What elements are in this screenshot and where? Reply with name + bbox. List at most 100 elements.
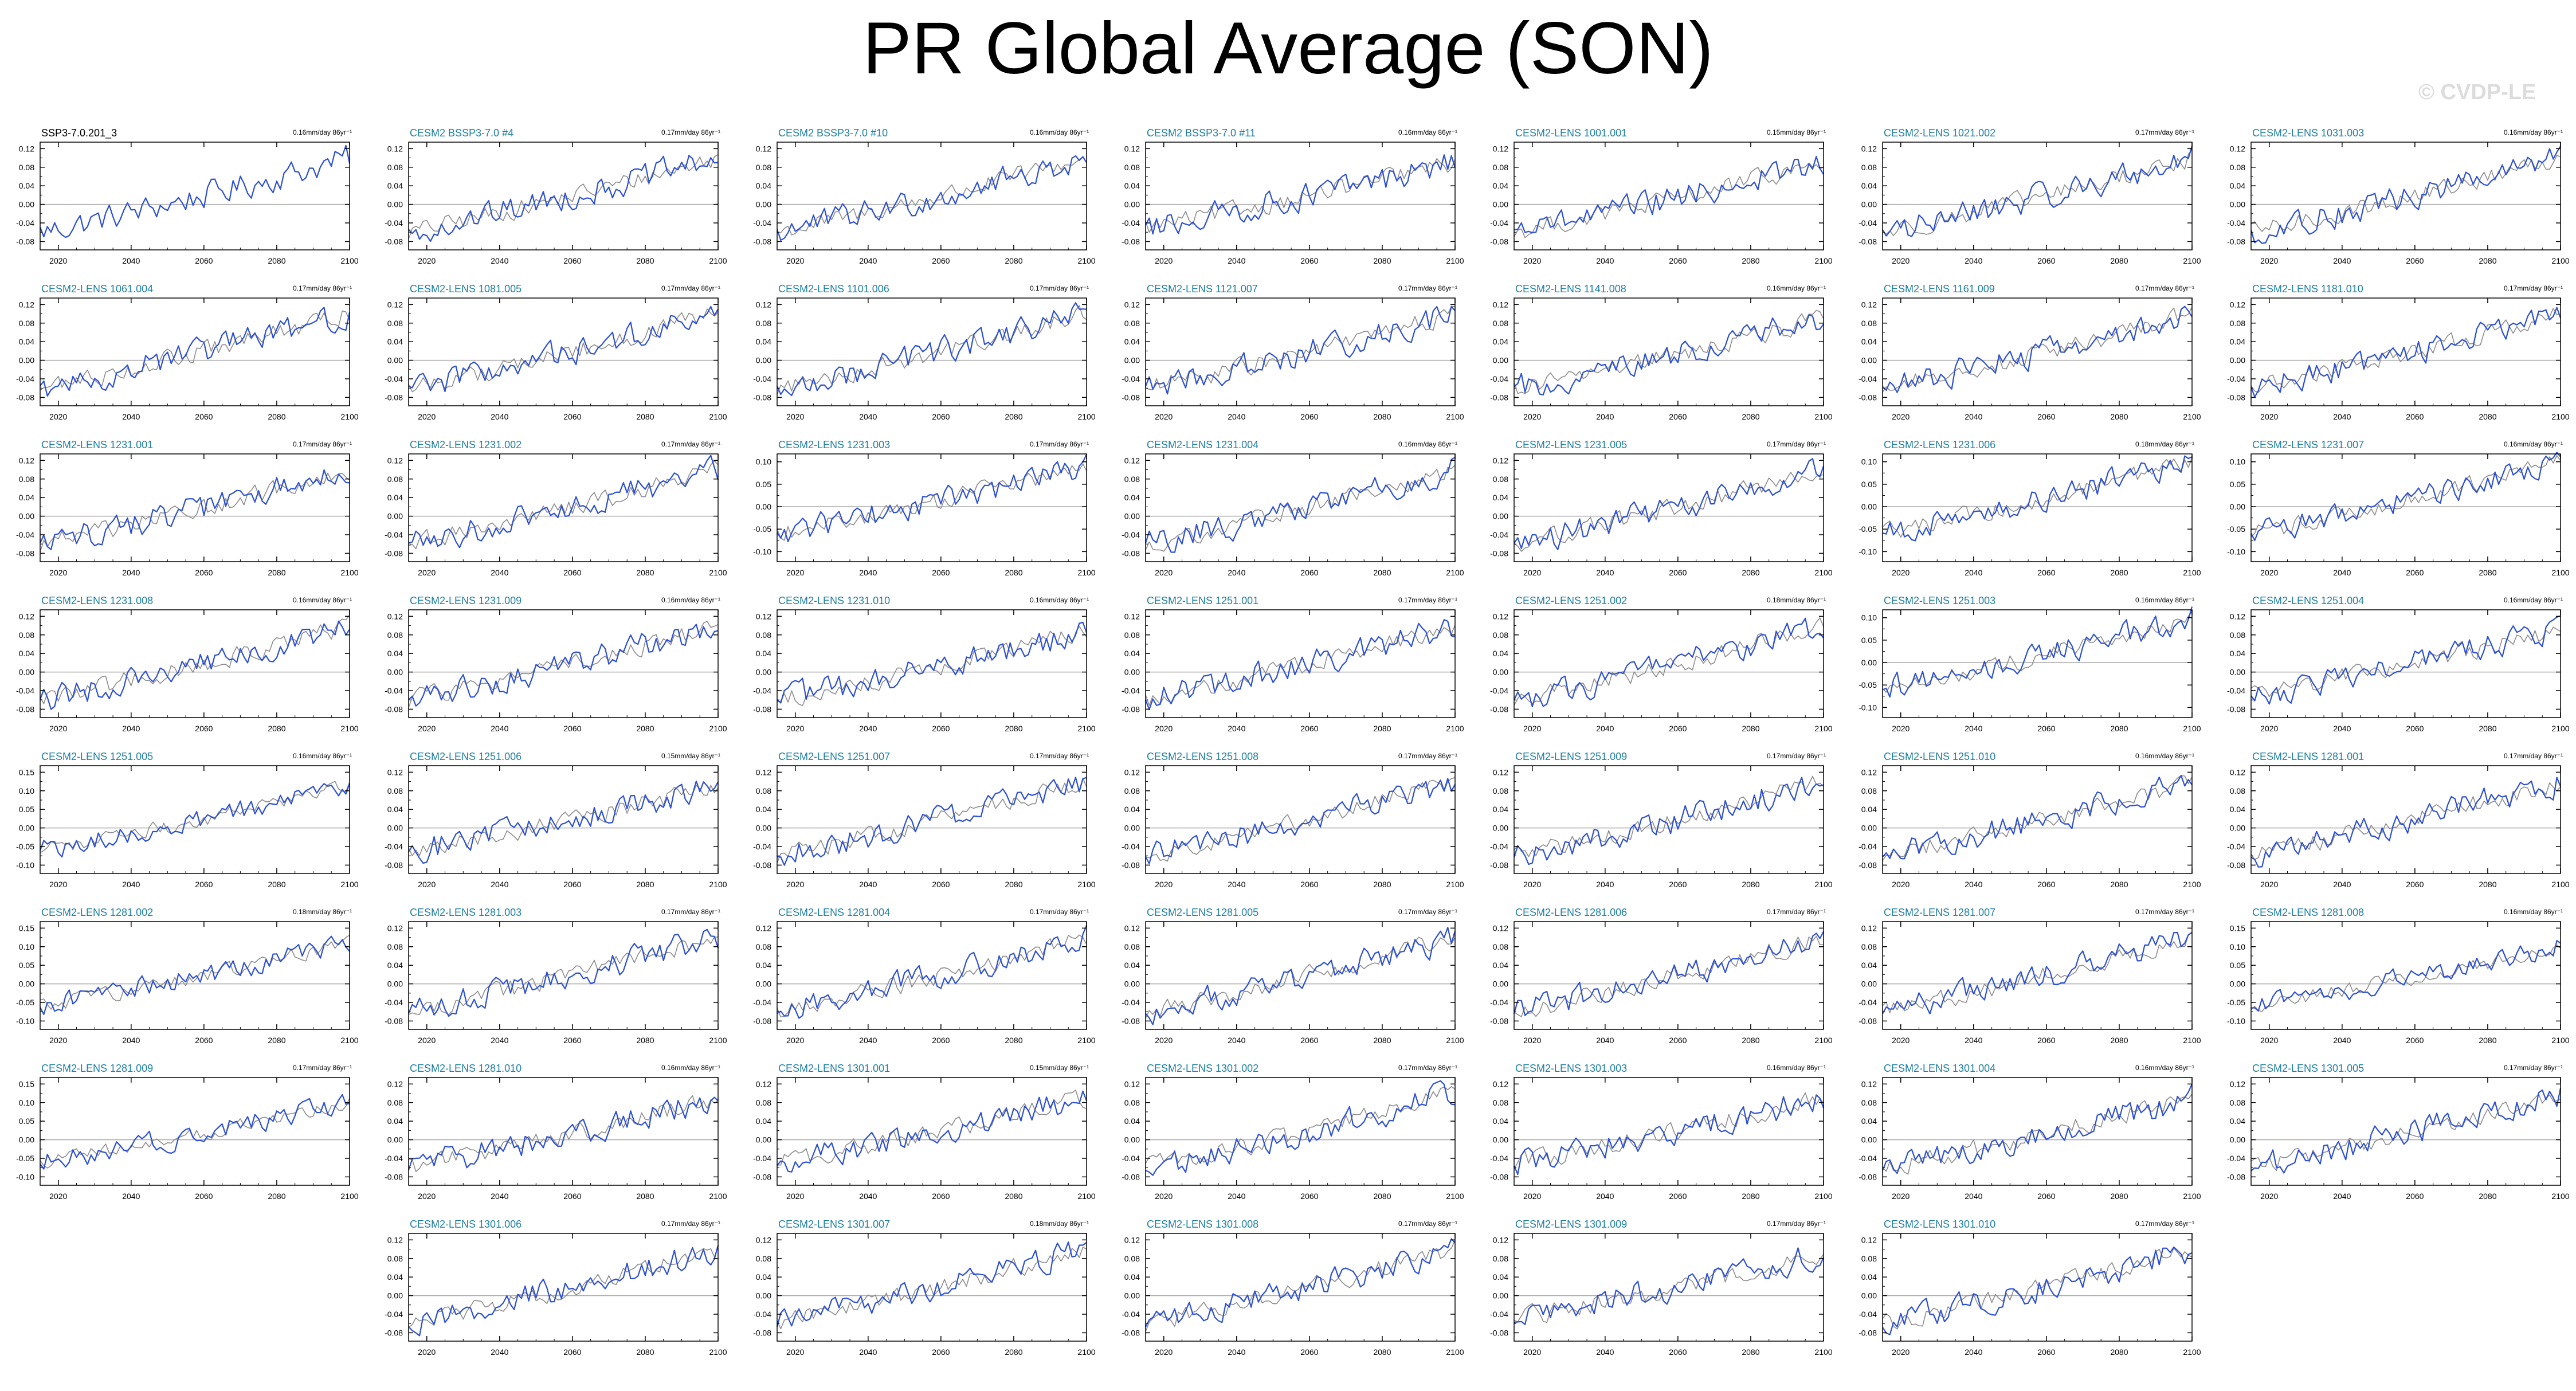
- y-tick-label: 0.08: [19, 475, 34, 484]
- y-tick-label: 0.08: [1493, 630, 1508, 640]
- x-tick-label: 2060: [1300, 1036, 1318, 1045]
- y-tick-label: 0.12: [1861, 767, 1877, 777]
- x-tick-label: 2080: [1742, 412, 1759, 421]
- x-tick-label: 2040: [859, 1347, 877, 1357]
- panel-trend-label: 0.17mm/day 86yr⁻¹: [292, 440, 352, 448]
- y-tick-label: 0.04: [756, 961, 771, 970]
- y-tick-label: -0.04: [1859, 842, 1877, 851]
- y-tick-label: -0.04: [1122, 530, 1140, 539]
- x-tick-label: 2060: [195, 1036, 213, 1045]
- x-tick-label: 2080: [268, 724, 285, 733]
- y-tick-label: 0.04: [387, 181, 403, 190]
- y-tick-label: -0.08: [1122, 860, 1140, 869]
- panel-plot: 0.12 0.08 0.04 0.00 -0.04 -0.08 2020 2040 2060 20…: [16, 453, 359, 577]
- x-tick-label: 2080: [268, 568, 285, 577]
- plot-frame: [1882, 765, 2193, 874]
- panel-trend-label: 0.18mm/day 86yr⁻¹: [2135, 440, 2194, 448]
- series-line-obs: [40, 472, 350, 553]
- y-tick-label: -0.04: [753, 1154, 771, 1163]
- y-tick-label: 0.08: [1124, 319, 1140, 328]
- x-tick-label: 2040: [1596, 1036, 1614, 1045]
- chart-panel: 0.12 0.08 0.04 0.00 -0.04 -0.08 2020 2040 2060 20…: [370, 900, 736, 1056]
- series-line-model: [1882, 146, 2193, 237]
- x-tick-label: 2080: [268, 1192, 285, 1201]
- panel-title: CESM2-LENS 1301.001: [778, 1063, 891, 1074]
- panel-plot: 0.12 0.08 0.04 0.00 -0.04 -0.08 2020 2040 2060 20…: [1490, 453, 1833, 577]
- y-tick-label: 0.04: [756, 1116, 771, 1126]
- panel-trend-label: 0.17mm/day 86yr⁻¹: [1398, 596, 1457, 604]
- panel-plot: 0.12 0.08 0.04 0.00 -0.04 -0.08 2020 2040 2060 20…: [1859, 297, 2201, 421]
- x-tick-label: 2020: [1523, 1347, 1541, 1357]
- panel-plot: 0.12 0.08 0.04 0.00 -0.04 -0.08 2020 2040 2060 20…: [1490, 297, 1833, 421]
- x-tick-label: 2100: [1077, 880, 1095, 889]
- x-tick-label: 2040: [1965, 568, 1982, 577]
- y-tick-label: 0.00: [19, 512, 34, 521]
- y-tick-label: 0.12: [1124, 612, 1140, 621]
- y-tick-label: 0.10: [2230, 942, 2245, 951]
- x-tick-label: 2100: [1077, 1036, 1095, 1045]
- series-line-model: [776, 155, 1087, 241]
- y-tick-label: 0.12: [387, 767, 403, 777]
- page-title: PR Global Average (SON): [862, 7, 1714, 89]
- y-tick-label: -0.04: [385, 530, 403, 539]
- x-tick-label: 2080: [2479, 412, 2496, 421]
- y-tick-label: 0.00: [1493, 200, 1508, 209]
- x-tick-label: 2040: [491, 412, 508, 421]
- series-line-model: [39, 144, 351, 238]
- x-tick-label: 2100: [709, 724, 727, 733]
- chart-panel: 0.12 0.08 0.04 0.00 -0.04 -0.08 2020 2040 2060 20…: [1475, 1212, 1842, 1368]
- series-line-model: [2250, 307, 2562, 398]
- y-tick-label: 0.12: [1124, 1235, 1140, 1244]
- y-tick-label: -0.04: [385, 842, 403, 851]
- x-tick-label: 2100: [340, 724, 358, 733]
- y-tick-label: 0.04: [19, 493, 34, 502]
- x-tick-label: 2100: [2551, 1036, 2569, 1045]
- panel-trend-label: 0.17mm/day 86yr⁻¹: [1029, 440, 1089, 448]
- series-line-model: [2250, 777, 2562, 868]
- panel-title: CESM2-LENS 1141.008: [1515, 283, 1626, 295]
- y-tick-label: 0.00: [387, 824, 403, 833]
- y-tick-label: 0.00: [19, 824, 34, 833]
- y-tick-label: 0.04: [756, 649, 771, 658]
- y-tick-label: 0.08: [387, 1098, 403, 1107]
- panel-trend-label: 0.16mm/day 86yr⁻¹: [2503, 128, 2563, 136]
- chart-panel: 0.12 0.08 0.04 0.00 -0.04 -0.08 2020 2040 2060 20…: [1475, 900, 1842, 1056]
- panel-trend-label: 0.17mm/day 86yr⁻¹: [661, 908, 720, 916]
- plot-frame: [408, 1077, 719, 1186]
- chart-panel: 0.12 0.08 0.04 0.00 -0.04 -0.08 2020 2040 2060 20…: [1475, 588, 1842, 744]
- y-tick-label: 0.08: [387, 475, 403, 484]
- x-tick-label: 2080: [1005, 256, 1022, 265]
- x-tick-label: 2020: [49, 568, 67, 577]
- series-line-obs: [1882, 307, 2193, 393]
- x-tick-label: 2060: [2037, 724, 2055, 733]
- y-tick-label: 0.10: [756, 457, 771, 467]
- series-line-obs: [1882, 611, 2193, 693]
- x-tick-label: 2020: [786, 880, 804, 889]
- series-line-obs: [408, 1245, 719, 1328]
- y-tick-label: -0.08: [1859, 1172, 1877, 1181]
- x-tick-label: 2060: [1669, 1036, 1687, 1045]
- y-tick-label: 0.08: [756, 319, 771, 328]
- panel-trend-label: 0.17mm/day 86yr⁻¹: [1398, 908, 1457, 916]
- y-tick-label: 0.00: [2230, 1135, 2245, 1145]
- x-tick-label: 2020: [418, 880, 436, 889]
- y-tick-label: 0.12: [1493, 767, 1508, 777]
- panel-trend-label: 0.18mm/day 86yr⁻¹: [1029, 1220, 1089, 1228]
- y-tick-label: 0.00: [19, 1135, 34, 1145]
- y-tick-label: 0.00: [1493, 1291, 1508, 1300]
- panel-plot: 0.12 0.08 0.04 0.00 -0.04 -0.08 2020 2040 2060 20…: [753, 765, 1096, 889]
- chart-panel: 0.12 0.08 0.04 0.00 -0.04 -0.08 2020 2040 2060 20…: [738, 900, 1105, 1056]
- y-tick-label: -0.08: [1859, 393, 1877, 402]
- x-tick-label: 2020: [418, 412, 436, 421]
- x-tick-label: 2060: [1300, 568, 1318, 577]
- x-tick-label: 2020: [1523, 412, 1541, 421]
- y-tick-label: -0.04: [385, 1154, 403, 1163]
- x-tick-label: 2100: [340, 568, 358, 577]
- y-tick-label: 0.04: [1861, 337, 1877, 346]
- x-tick-label: 2100: [2183, 724, 2201, 733]
- x-tick-label: 2100: [709, 1347, 727, 1357]
- x-tick-label: 2100: [2183, 412, 2201, 421]
- chart-panel: 0.12 0.08 0.04 0.00 -0.04 -0.08 2020 2040 2060 20…: [2212, 120, 2576, 276]
- chart-panel: 0.10 0.05 0.00 -0.05 -0.10 2020 2040 2060 2080 21…: [2212, 432, 2576, 588]
- series-line-obs: [2250, 155, 2561, 232]
